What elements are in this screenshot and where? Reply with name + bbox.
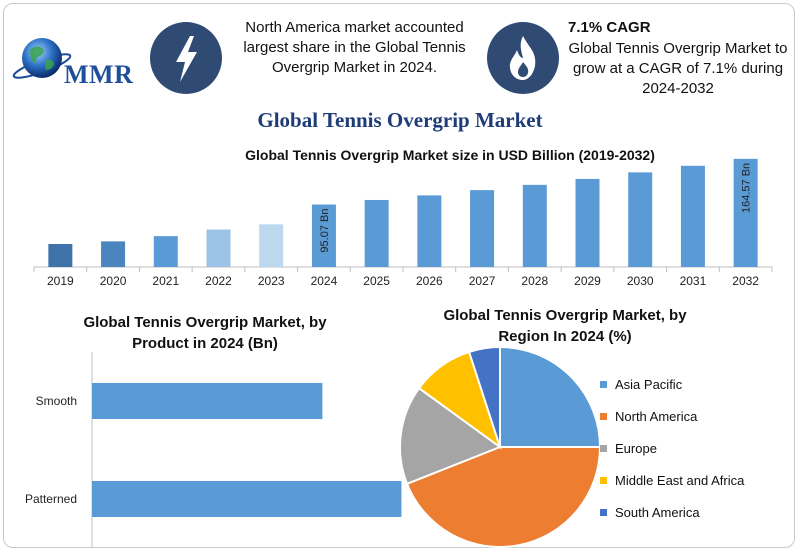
- infographic-frame: [3, 3, 795, 548]
- pie-legend: Asia Pacific North America Europe Middle Ea…: [600, 368, 744, 528]
- globe-icon: [12, 38, 72, 79]
- x-tick-label-2023: 2023: [258, 274, 285, 288]
- cagr-callout: Global Tennis Overgrip Market to grow at…: [568, 40, 788, 97]
- legend-swatch: [600, 508, 607, 516]
- flame-icon: [487, 22, 559, 94]
- bar-2026: [417, 195, 442, 267]
- x-tick-label-2019: 2019: [47, 274, 74, 288]
- legend-label: Asia Pacific: [615, 376, 683, 392]
- bar-2025: [364, 199, 389, 267]
- x-tick-label-2020: 2020: [100, 274, 127, 288]
- data-label-2032: 164.57 Bn: [741, 163, 753, 213]
- region-chart-title: Global Tennis Overgrip Market, by Region…: [443, 307, 687, 345]
- bar-chart-title: Global Tennis Overgrip Market size in US…: [245, 147, 655, 163]
- x-tick-label-2024: 2024: [311, 274, 338, 288]
- legend-label: South America: [615, 504, 700, 520]
- pie-slice-south-america: [467, 345, 501, 448]
- bar-2020: [101, 241, 126, 267]
- x-tick-label-2027: 2027: [469, 274, 496, 288]
- main-title: Global Tennis Overgrip Market: [257, 108, 543, 132]
- bar-2019: [48, 244, 73, 267]
- y-tick-label-patterned: Patterned: [25, 492, 77, 506]
- x-tick-label-2025: 2025: [363, 274, 390, 288]
- logo-text: MMR: [64, 60, 134, 89]
- bar-2030: [628, 172, 653, 267]
- legend-swatch: [600, 444, 607, 452]
- legend-label: Europe: [615, 440, 657, 456]
- bar-2024: [311, 204, 336, 267]
- pie-slice-europe: [399, 386, 503, 486]
- legend-item-asia-pacific: Asia Pacific: [600, 368, 744, 400]
- x-tick-label-2029: 2029: [574, 274, 601, 288]
- bar-2021: [153, 236, 178, 267]
- legend-label: North America: [615, 408, 698, 424]
- north-america-callout: North America market accounted largest s…: [243, 19, 466, 76]
- bar-2031: [680, 165, 705, 267]
- x-tick-label-2026: 2026: [416, 274, 443, 288]
- x-tick-label-2021: 2021: [152, 274, 179, 288]
- legend-item-north-america: North America: [600, 400, 744, 432]
- x-tick-label-2028: 2028: [521, 274, 548, 288]
- legend-item-europe: Europe: [600, 432, 744, 464]
- bar-2027: [470, 190, 495, 267]
- x-tick-label-2030: 2030: [627, 274, 654, 288]
- x-tick-label-2032: 2032: [732, 274, 759, 288]
- lightning-icon: [150, 22, 222, 94]
- cagr-title: 7.1% CAGR: [568, 19, 651, 36]
- legend-swatch: [600, 380, 607, 388]
- legend-swatch: [600, 412, 607, 420]
- legend-item-south-america: South America: [600, 496, 744, 528]
- pie-slice-north-america: [405, 446, 602, 548]
- hbar-smooth: [92, 383, 323, 419]
- bar-2032: [733, 158, 758, 267]
- bar-2023: [259, 224, 284, 267]
- data-label-2024: 95.07 Bn: [319, 209, 331, 253]
- product-chart-title: Global Tennis Overgrip Market, by Produc…: [83, 314, 327, 352]
- x-tick-label-2031: 2031: [680, 274, 707, 288]
- mmr-logo: [10, 30, 160, 100]
- legend-swatch: [600, 476, 607, 484]
- pie-slice-asia-pacific: [499, 345, 602, 448]
- bar-2029: [575, 178, 600, 267]
- legend-item-middle-east-and-africa: Middle East and Africa: [600, 464, 744, 496]
- x-tick-label-2022: 2022: [205, 274, 232, 288]
- bar-2022: [206, 229, 231, 267]
- y-tick-label-smooth: Smooth: [36, 394, 77, 408]
- bar-2028: [522, 184, 547, 267]
- legend-label: Middle East and Africa: [615, 472, 745, 488]
- hbar-patterned: [92, 481, 402, 517]
